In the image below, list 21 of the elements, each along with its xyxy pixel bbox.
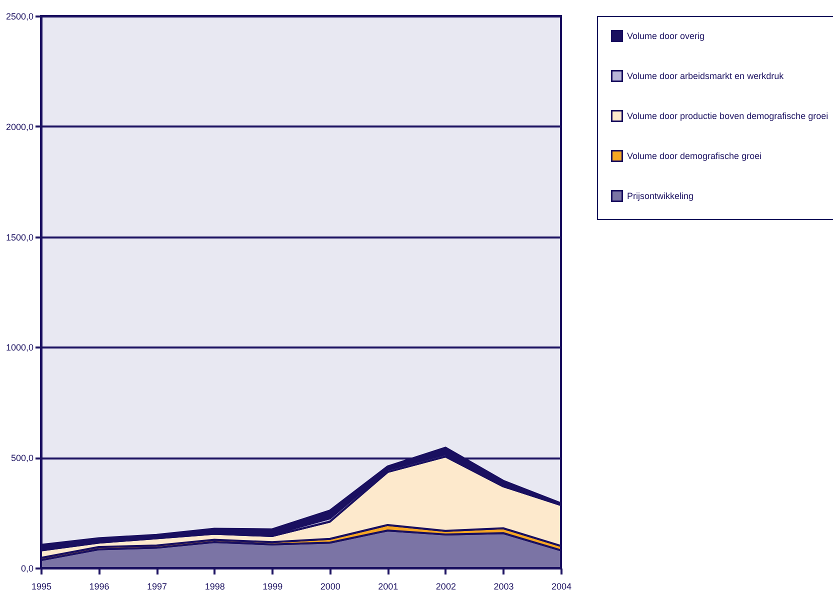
x-tick-label: 1997 [147, 582, 168, 592]
y-tick-label: 1500,0 [6, 232, 34, 242]
y-tick-label: 1000,0 [6, 342, 34, 353]
x-tick-label: 2000 [320, 582, 340, 592]
x-tick-label: 2001 [378, 582, 398, 592]
legend-label: Volume door demografische groei [627, 151, 762, 161]
x-tick-label: 2004 [551, 582, 572, 592]
x-tick-label: 1996 [89, 582, 110, 592]
legend-label: Volume door productie boven demografische groei [627, 111, 828, 121]
x-tick-label: 1995 [31, 582, 52, 592]
y-tick-label: 2000,0 [6, 122, 34, 132]
x-tick-label: 1999 [262, 582, 283, 592]
y-tick-label: 0,0 [20, 564, 34, 574]
x-tick-label: 2003 [494, 582, 514, 592]
x-tick-label: 1998 [204, 582, 225, 592]
legend-label: Prijsontwikkeling [627, 191, 694, 201]
y-tick-label: 500,0 [10, 453, 34, 464]
legend-label: Volume door overig [627, 31, 705, 41]
x-tick-label: 2002 [436, 582, 456, 592]
legend-label: Volume door arbeidsmarkt en werkdruk [627, 71, 784, 81]
y-tick-label: 2500,0 [6, 12, 34, 22]
